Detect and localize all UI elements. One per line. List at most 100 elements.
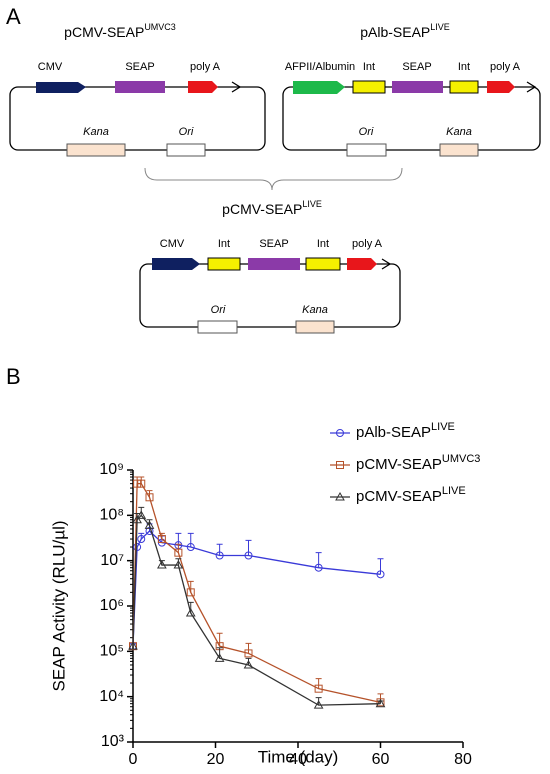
plasmid-backbone [9,86,266,151]
legend-sup: UMVC3 [442,453,481,465]
element-label: AFPII/Albumin [285,61,355,73]
ori-box [197,320,238,334]
y-tick-label: 10³ [101,733,125,750]
title-sup: LIVE [302,199,322,209]
marker [133,543,142,552]
element-label: Int [363,61,375,73]
element-label: CMV [38,61,63,73]
marker [244,649,253,658]
intron [449,80,479,94]
marker [157,560,167,569]
poly-a [487,81,515,93]
legend-entry: pAlb-SEAPLIVE [356,421,455,441]
marker [137,479,146,488]
y-tick-label: 10⁸ [99,507,124,524]
plasmid-backbone [139,263,401,328]
legend-name: pCMV-SEAP [356,456,442,473]
promoter [36,82,86,93]
element-label: CMV [160,238,185,250]
plasmid-title: pCMV-SEAPLIVE [222,199,322,216]
poly-a [347,258,377,270]
element-label: poly A [490,61,521,73]
title-sup: LIVE [430,22,450,32]
x-tick-label: 80 [454,751,472,768]
legend-entry: pCMV-SEAPLIVE [356,485,466,505]
gene [392,81,443,93]
backbone-label: Ori [359,126,374,138]
y-tick-label: 10⁹ [99,461,124,478]
marker [313,700,324,709]
title-base: pAlb-SEAP [360,24,430,40]
brace [144,167,403,191]
title-base: pCMV-SEAP [222,201,302,217]
marker [314,684,323,693]
element-label: SEAP [259,238,288,250]
poly-a [188,81,218,93]
y-tick-label: 10⁴ [99,688,124,705]
y-tick-label: 10⁵ [100,643,124,660]
intron [305,257,341,271]
marker [128,641,138,650]
kana-box [295,320,335,334]
marker [215,551,224,560]
x-axis-title: Time (day) [258,747,339,766]
promoter [152,258,200,270]
marker [137,535,146,544]
marker [214,653,225,662]
legend-sup: LIVE [431,421,455,433]
error-bar [216,632,223,647]
error-bar [377,558,384,575]
gene [248,258,300,270]
marker [186,588,195,597]
error-bar [187,601,194,614]
kana-box [439,143,479,157]
ori-box [346,143,387,157]
error-bar [315,678,322,689]
y-tick-label: 10⁶ [100,597,124,614]
marker [132,514,142,524]
panel-label: A [6,4,21,29]
element-label: Int [218,238,230,250]
error-bar [377,700,384,704]
arrowhead [231,81,242,93]
marker [133,479,142,488]
marker [314,563,323,572]
element-label: Int [458,61,470,73]
marker [336,461,344,469]
marker [335,491,345,501]
marker [145,493,154,502]
backbone-label: Ori [179,126,194,138]
error-bar [158,532,165,540]
marker [336,429,344,437]
legend-name: pAlb-SEAP [356,424,431,441]
error-bar [138,532,145,540]
plasmid-title: pCMV-SEAPUMVC3 [64,22,176,39]
title-sup: UMVC3 [144,22,176,32]
error-bar [216,647,223,659]
marker [174,548,183,557]
error-bar [245,539,252,556]
legend-sup: LIVE [442,485,466,497]
promoter [293,81,345,94]
marker [136,510,147,519]
marker [157,535,166,544]
series-line [132,530,381,647]
backbone-label: Kana [302,304,328,316]
x-tick-label: 60 [372,751,390,768]
title-base: pCMV-SEAP [64,24,144,40]
marker [186,543,195,552]
gene [115,81,165,93]
marker [144,520,155,529]
error-bar [187,532,194,548]
x-tick-label: 0 [129,751,138,768]
marker [185,608,196,617]
element-label: poly A [352,238,383,250]
element-label: SEAP [125,61,154,73]
marker [375,698,386,708]
plasmid-title: pAlb-SEAPLIVE [360,22,450,39]
series-line [132,514,381,706]
backbone-label: Kana [446,126,472,138]
y-axis-title: SEAP Activity (RLU/µl) [49,520,68,691]
error-bar [216,543,223,556]
